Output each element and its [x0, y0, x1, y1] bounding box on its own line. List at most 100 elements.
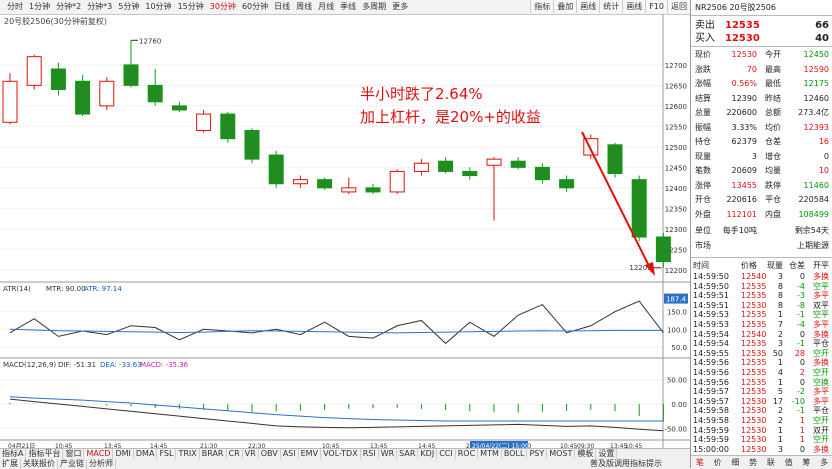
quote-value: 12590: [803, 64, 829, 74]
tick-cell: 平仓: [813, 406, 829, 416]
period-tab[interactable]: 多周期: [362, 2, 387, 11]
period-tab[interactable]: 10分钟: [145, 2, 172, 11]
period-tab[interactable]: 周线: [296, 2, 313, 11]
period-tab[interactable]: 月线: [318, 2, 335, 11]
indicator-tab[interactable]: BOLL: [502, 449, 528, 459]
period-tab[interactable]: 日线: [274, 2, 291, 11]
quote-key: 今开: [765, 50, 781, 59]
period-tab[interactable]: 分时: [7, 2, 23, 11]
panel-tab[interactable]: 细: [731, 458, 740, 467]
candle-body: [510, 160, 526, 168]
period-tab[interactable]: 更多: [392, 2, 409, 11]
atr-tick-label: 150.0: [667, 309, 687, 317]
secondary-tab[interactable]: 分析师: [87, 459, 116, 469]
atr-current-label: 187.4: [666, 296, 687, 304]
panel-tab[interactable]: 多: [820, 458, 829, 467]
panel-tab[interactable]: 联: [766, 458, 775, 467]
atr-tick-label: 100.0: [667, 326, 687, 334]
quote-key: 总额: [765, 108, 781, 117]
tick-cell: 14:59:58: [693, 416, 729, 425]
period-tab[interactable]: 60分钟: [241, 2, 269, 11]
indicator-tab[interactable]: BRAR: [200, 449, 227, 459]
indicator-tab[interactable]: TRIX: [176, 449, 200, 459]
indicator-tab[interactable]: VR: [243, 449, 259, 459]
indicator-tab[interactable]: 指标平台: [26, 449, 64, 459]
candle-body: [244, 129, 260, 160]
indicator-tab[interactable]: PSY: [527, 449, 548, 459]
indicator-tab[interactable]: MTM: [478, 449, 502, 459]
panel-tab[interactable]: 笔: [695, 458, 704, 467]
indicator-tab[interactable]: CCI: [437, 449, 456, 459]
candle-body: [123, 64, 139, 86]
indicator-tab[interactable]: KDJ: [418, 449, 438, 459]
atr-label: ATR: 97.14: [84, 285, 122, 293]
period-tab[interactable]: 15分钟: [177, 2, 204, 11]
indicator-tab[interactable]: VOL-TDX: [321, 449, 361, 459]
candle-body: [655, 236, 671, 263]
panel-tab[interactable]: 值: [784, 458, 793, 467]
indicator-tab[interactable]: DMI: [113, 449, 134, 459]
tool-button[interactable]: 指标: [530, 0, 554, 13]
indicator-tab[interactable]: RSI: [361, 449, 379, 459]
tick-row: 14:59:58 12530 2 -1 平仓: [693, 406, 831, 416]
indicator-tab[interactable]: 指标A: [0, 449, 27, 459]
quote-row: 持仓 62379 仓差 16: [695, 136, 829, 147]
period-tab[interactable]: 分钟*2: [56, 2, 82, 11]
sell-volume: 66: [815, 20, 829, 31]
secondary-tab[interactable]: 扩展: [0, 459, 21, 469]
tool-button[interactable]: 叠加: [553, 0, 577, 13]
tick-cell: 50: [772, 348, 783, 358]
panel-tab[interactable]: 价: [713, 458, 722, 467]
tick-cell: 0: [799, 272, 805, 281]
tool-button[interactable]: 画线: [576, 0, 600, 13]
candle-body: [2, 80, 18, 123]
quote-row: 单位 每手10吨 剩余54天: [695, 225, 829, 236]
tick-cell: 2: [777, 406, 783, 416]
indicator-tab[interactable]: 设置: [596, 449, 618, 459]
chart-area[interactable]: 12700 12650 12600 12550 12500 12450 12400 12350…: [0, 14, 690, 448]
quote-row: 结算 12390 昨结 12460: [695, 93, 829, 104]
period-tab[interactable]: 30分钟: [209, 2, 236, 11]
indicator-tab[interactable]: MACD: [84, 449, 114, 459]
quote-key: 涨幅: [695, 79, 711, 88]
quote-value: 12175: [803, 79, 829, 88]
indicator-tab[interactable]: ASI: [281, 449, 299, 459]
symbol-label: NR2506 20号胶2506: [695, 3, 776, 12]
indicator-tab[interactable]: 窗口: [63, 449, 85, 459]
buy-label: 买入: [695, 33, 715, 44]
indicator-tab[interactable]: OBV: [259, 449, 281, 459]
panel-tab[interactable]: 势: [749, 458, 758, 467]
tick-row: 14:59:54 12540 2 0 多换: [693, 330, 831, 340]
tick-cell: 多换: [813, 358, 829, 368]
period-tab[interactable]: 分钟*3: [87, 2, 113, 11]
indicator-tab[interactable]: DMA: [134, 449, 158, 459]
period-tab[interactable]: 5分钟: [118, 2, 140, 11]
secondary-tab[interactable]: 产业链: [58, 459, 87, 469]
tick-header-cell: 价格: [741, 261, 757, 270]
quote-key: 总量: [695, 108, 711, 117]
secondary-tab[interactable]: 关联报价: [21, 459, 58, 469]
tick-cell: 0: [799, 358, 805, 368]
indicator-tab[interactable]: EMV: [299, 449, 322, 459]
indicator-tab[interactable]: 模板: [575, 449, 597, 459]
tool-button[interactable]: 统计: [599, 0, 623, 13]
tool-button[interactable]: 画线: [622, 0, 646, 13]
period-tab[interactable]: 季线: [340, 2, 357, 11]
indicator-tab[interactable]: SAR: [397, 449, 419, 459]
time-tick-label: 14:45: [150, 443, 167, 448]
tool-button[interactable]: F10: [645, 0, 667, 13]
indicator-tab[interactable]: MOST: [547, 449, 576, 459]
indicator-tab[interactable]: ROC: [456, 449, 479, 459]
tick-cell: -2: [797, 387, 805, 397]
quote-key: 均价: [765, 122, 781, 132]
indicator-tab[interactable]: WR: [379, 449, 398, 459]
tool-button[interactable]: 返回: [667, 0, 690, 13]
buy-price: 12530: [725, 33, 760, 44]
indicator-tab[interactable]: CR: [227, 449, 243, 459]
indicator-tab[interactable]: FSL: [157, 449, 177, 459]
quote-key: 持仓: [695, 137, 711, 146]
panel-tab[interactable]: 筹: [802, 458, 811, 467]
period-tab[interactable]: 1分钟: [29, 2, 51, 11]
contract-title: 20号胶2506(30分钟前复权): [4, 17, 107, 26]
tick-cell: 多平: [813, 396, 829, 406]
